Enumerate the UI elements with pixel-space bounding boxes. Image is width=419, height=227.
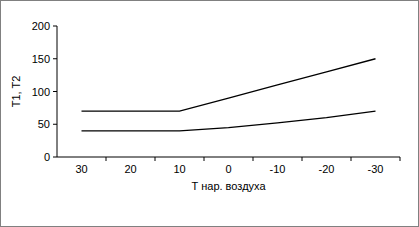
x-axis bbox=[57, 157, 400, 158]
series-line bbox=[82, 111, 376, 131]
y-tick-label: 200 bbox=[32, 20, 50, 32]
x-tick bbox=[204, 157, 205, 161]
y-tick bbox=[53, 124, 57, 125]
x-tick-label: 0 bbox=[225, 163, 231, 175]
y-tick bbox=[53, 157, 57, 158]
y-tick-label: 0 bbox=[44, 151, 50, 163]
y-tick-label: 100 bbox=[32, 86, 50, 98]
y-axis-title: T1, T2 bbox=[10, 76, 22, 108]
plot-lines bbox=[82, 59, 376, 131]
series-line bbox=[82, 59, 376, 111]
x-tick bbox=[351, 157, 352, 161]
x-axis-title: Т нар. воздуха bbox=[191, 180, 266, 192]
x-tick bbox=[302, 157, 303, 161]
x-tick-label: -30 bbox=[368, 163, 384, 175]
y-tick bbox=[53, 26, 57, 27]
y-tick-label: 50 bbox=[38, 118, 50, 130]
y-tick-label: 150 bbox=[32, 53, 50, 65]
chart-border bbox=[1, 1, 419, 227]
x-tick bbox=[155, 157, 156, 161]
x-tick-label: 20 bbox=[124, 163, 136, 175]
x-tick-label: -20 bbox=[319, 163, 335, 175]
x-tick bbox=[400, 157, 401, 161]
chart: 0501001502003020100-10-20-30Т нар. возду… bbox=[0, 0, 419, 227]
x-tick-label: 10 bbox=[173, 163, 185, 175]
y-tick bbox=[53, 58, 57, 59]
x-tick-label: -10 bbox=[270, 163, 286, 175]
x-tick bbox=[106, 157, 107, 161]
y-tick bbox=[53, 91, 57, 92]
x-tick-label: 30 bbox=[75, 163, 87, 175]
x-tick bbox=[253, 157, 254, 161]
